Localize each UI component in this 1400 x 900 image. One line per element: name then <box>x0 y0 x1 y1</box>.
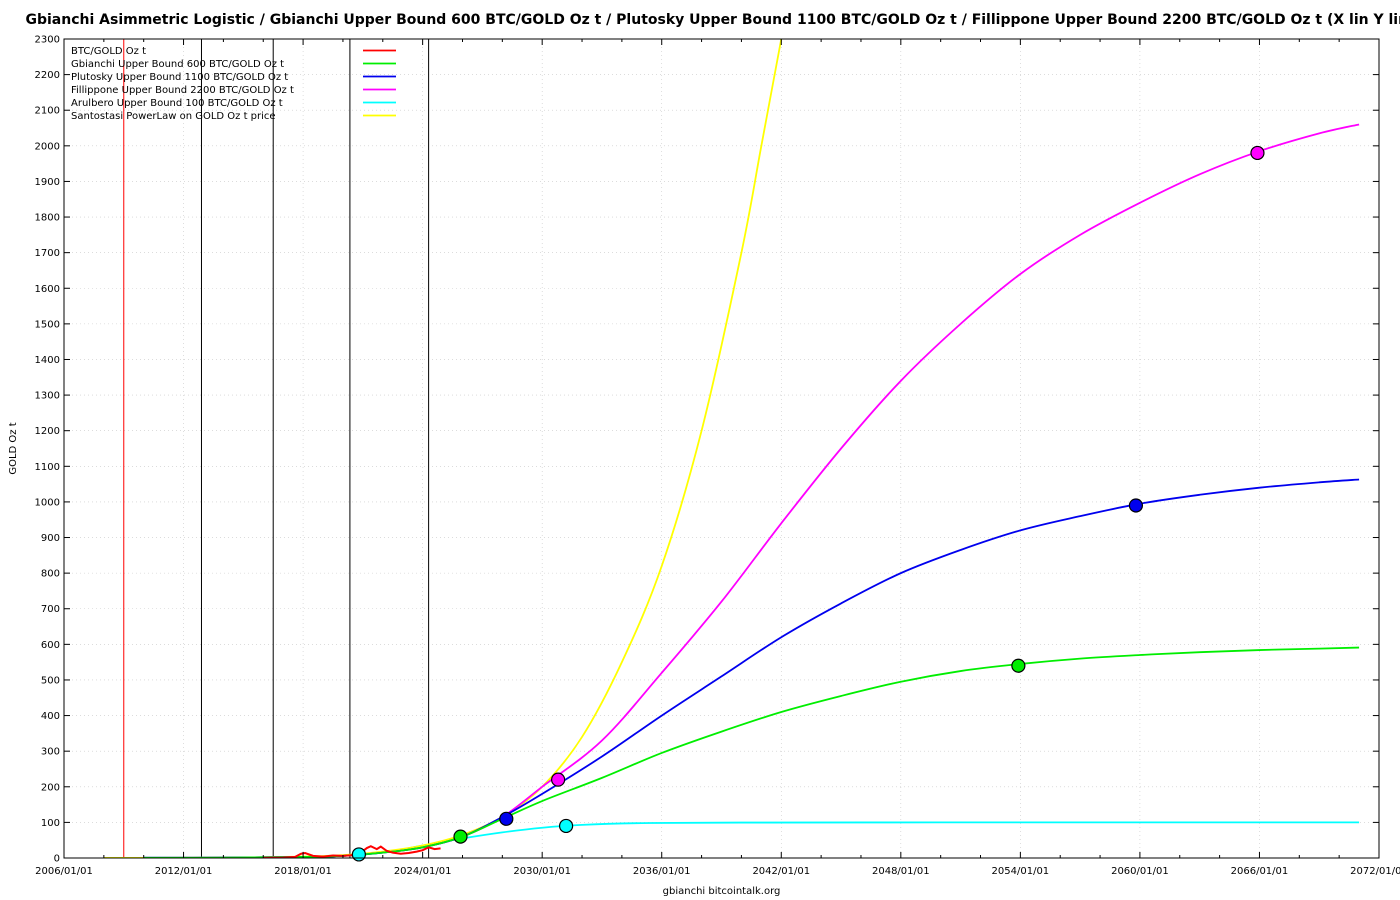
y-tick-label: 1800 <box>35 213 60 224</box>
legend-label: BTC/GOLD Oz t <box>71 46 146 57</box>
series-marker <box>1128 498 1144 513</box>
vertical-lines <box>123 39 430 858</box>
y-tick-label: 2100 <box>35 106 60 117</box>
y-tick-label: 1500 <box>35 319 60 330</box>
y-tick-label: 1900 <box>35 177 60 188</box>
y-tick-label: 2200 <box>35 70 60 81</box>
series-line-3 <box>143 123 1360 858</box>
y-tick-label: 1100 <box>35 462 60 473</box>
series-line-2 <box>143 478 1360 858</box>
series-marker <box>1250 145 1265 161</box>
y-tick-label: 1000 <box>35 497 60 508</box>
series-marker <box>453 829 468 844</box>
x-tick-label: 2012/01/01 <box>155 866 213 877</box>
series-group <box>103 39 1360 858</box>
y-tick-label: 1300 <box>35 391 60 402</box>
x-tick-label: 2024/01/01 <box>394 866 452 877</box>
y-axis: 0 100 200 300 400 500 600 700 800 900 1000 1100 1200… <box>35 35 1379 865</box>
y-tick-label: 1600 <box>35 284 60 295</box>
x-tick-label: 2048/01/01 <box>872 866 930 877</box>
series-line-5 <box>103 39 783 858</box>
y-tick-label: 300 <box>41 747 60 758</box>
legend-label: Santostasi PowerLaw on GOLD Oz t price <box>71 111 276 122</box>
series-marker <box>351 847 366 862</box>
plot-frame <box>63 38 1380 859</box>
series-marker <box>558 818 574 834</box>
x-tick-label: 2036/01/01 <box>633 866 691 877</box>
y-tick-label: 500 <box>41 675 60 686</box>
series-line-1 <box>143 646 1360 858</box>
x-tick-label: 2042/01/01 <box>752 866 810 877</box>
x-tick-label: 2006/01/01 <box>35 866 93 877</box>
legend-label: Arulbero Upper Bound 100 BTC/GOLD Oz t <box>71 98 283 109</box>
y-tick-label: 1700 <box>35 248 60 259</box>
legend-label: Fillippone Upper Bound 2200 BTC/GOLD Oz … <box>71 85 294 96</box>
x-tick-label: 2066/01/01 <box>1231 866 1289 877</box>
x-tick-label: 2018/01/01 <box>274 866 332 877</box>
series-line-0 <box>263 845 441 858</box>
y-tick-label: 0 <box>54 854 60 865</box>
chart-title: Gbianchi Asimmetric Logistic / Gbianchi … <box>26 12 1400 28</box>
legend-label: Plutosky Upper Bound 1100 BTC/GOLD Oz t <box>71 72 288 83</box>
x-tick-label: 2054/01/01 <box>992 866 1050 877</box>
y-tick-label: 400 <box>41 711 60 722</box>
series-marker <box>551 772 566 787</box>
y-tick-label: 1400 <box>35 355 60 366</box>
x-tick-label: 2060/01/01 <box>1111 866 1169 877</box>
y-tick-label: 2000 <box>35 141 60 152</box>
x-axis-label: gbianchi bitcointalk.org <box>663 886 781 897</box>
markers-group <box>351 145 1265 862</box>
series-marker <box>499 811 514 826</box>
y-tick-label: 200 <box>41 782 60 793</box>
series-marker <box>1011 658 1026 673</box>
series-line-4 <box>143 821 1360 858</box>
y-tick-label: 100 <box>41 818 60 829</box>
y-tick-label: 1200 <box>35 426 60 437</box>
y-tick-label: 800 <box>41 569 60 580</box>
x-tick-label: 2030/01/01 <box>513 866 571 877</box>
y-tick-label: 700 <box>41 604 60 615</box>
x-tick-label: 2072/01/01 <box>1350 866 1400 877</box>
grid <box>64 39 1379 858</box>
y-tick-label: 2300 <box>35 35 60 46</box>
y-tick-label: 600 <box>41 640 60 651</box>
legend: BTC/GOLD Oz t Gbianchi Upper Bound 600 BT… <box>71 46 396 122</box>
y-axis-label: GOLD Oz t <box>8 422 19 474</box>
x-axis: 2006/01/01 2012/01/01 2018/01/01 2024/01/01… <box>35 39 1400 877</box>
y-tick-label: 900 <box>41 533 60 544</box>
legend-label: Gbianchi Upper Bound 600 BTC/GOLD Oz t <box>71 59 284 70</box>
